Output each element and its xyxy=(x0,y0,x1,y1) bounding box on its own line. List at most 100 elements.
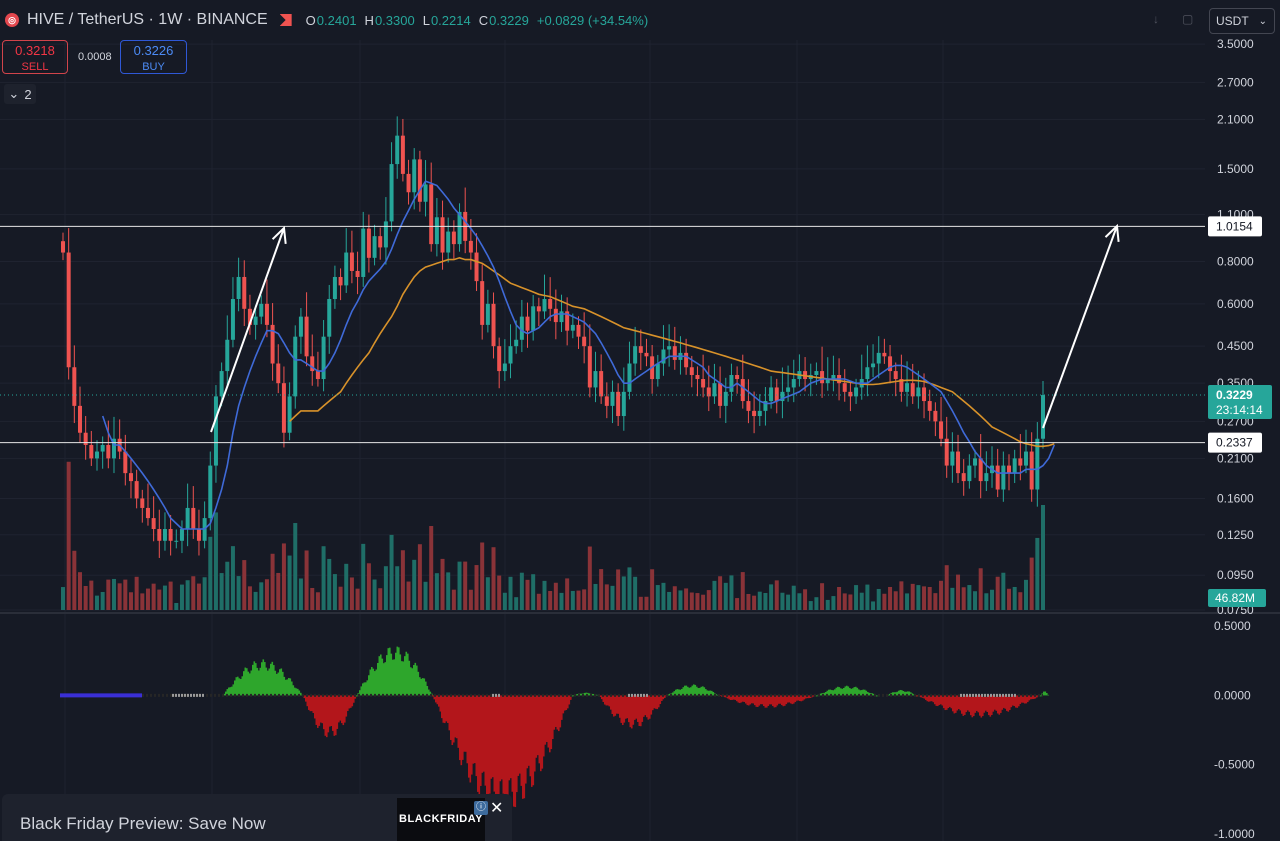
oscillator-bar xyxy=(350,695,352,708)
price-tick-label: 0.1600 xyxy=(1217,491,1254,505)
oscillator-bar xyxy=(976,695,978,711)
symbol-title[interactable]: HIVE / TetherUS · 1W · BINANCE xyxy=(27,11,268,28)
oscillator-bar xyxy=(776,695,779,706)
volume-bar xyxy=(610,585,615,610)
oscillator-bar xyxy=(1004,695,1007,709)
oscillator-bar xyxy=(1040,695,1042,697)
oscillator-bar xyxy=(584,692,586,696)
candle-body xyxy=(944,438,949,466)
volume-bar xyxy=(967,585,972,610)
oscillator-bar xyxy=(484,695,487,786)
sell-price: 0.3218 xyxy=(15,43,55,58)
oscillator-bar xyxy=(634,695,636,720)
oscillator-bar xyxy=(405,651,408,696)
arrow-down-icon[interactable]: ↓ xyxy=(1153,12,1159,26)
oscillator-bar xyxy=(952,695,954,712)
oscillator-bar xyxy=(997,695,999,714)
info-icon[interactable]: ⓘ xyxy=(474,801,488,815)
oscillator-bar xyxy=(383,663,385,696)
oscillator-bar xyxy=(835,687,838,696)
chevron-down-icon: ⌄ xyxy=(1258,15,1268,27)
volume-bar xyxy=(508,576,513,610)
oscillator-bar xyxy=(570,695,572,700)
oscillator-bar xyxy=(737,695,740,703)
oscillator-bar xyxy=(226,689,229,696)
volume-bar xyxy=(1007,588,1012,610)
oscillator-bar xyxy=(1036,695,1038,698)
oscillator-bar xyxy=(935,695,938,706)
oscillator-bar xyxy=(252,664,254,696)
oscillator-bar xyxy=(837,686,839,696)
close-icon[interactable]: ✕ xyxy=(490,800,504,817)
oscillator-bar xyxy=(953,695,956,714)
oscillator-bar xyxy=(244,667,247,696)
oscillator-bar xyxy=(841,688,844,696)
ohlc-high: H0.3300 xyxy=(365,13,415,28)
oscillator-bar xyxy=(745,695,747,704)
candle-body xyxy=(559,311,564,323)
flag-icon[interactable] xyxy=(279,14,292,26)
oscillator-bar xyxy=(861,690,863,696)
candle-body xyxy=(259,303,264,317)
volume-bar xyxy=(151,583,156,610)
candle-body xyxy=(236,276,241,299)
ohlc-high-value: 0.3300 xyxy=(374,12,415,28)
oscillator-bar xyxy=(761,695,764,705)
oscillator-bar xyxy=(596,694,598,696)
oscillator-bar xyxy=(339,695,342,721)
ad-banner[interactable]: Black Friday Preview: Save Now BLACKFRID… xyxy=(2,794,512,841)
volume-bar xyxy=(593,583,598,610)
oscillator-bar xyxy=(717,694,719,696)
oscillator-bar xyxy=(709,690,712,696)
oscillator-bar xyxy=(785,695,788,705)
oscillator-bar xyxy=(650,695,653,715)
candle-body xyxy=(718,383,723,406)
oscillator-bar xyxy=(911,693,914,696)
oscillator-bar xyxy=(959,695,962,711)
candle-body xyxy=(763,401,768,411)
oscillator-bar xyxy=(1009,695,1011,710)
candle-body xyxy=(967,465,972,482)
oscillator-bar xyxy=(823,692,826,696)
oscillator-bar xyxy=(799,695,801,702)
volume-bar xyxy=(695,593,700,610)
oscillator-bar xyxy=(348,695,351,709)
oscillator-bar xyxy=(734,695,737,700)
oscillator-bar xyxy=(755,695,758,707)
oscillator-bar xyxy=(840,688,842,696)
volume-bar xyxy=(978,568,983,610)
oscillator-bar xyxy=(1043,691,1045,696)
volume-bar xyxy=(621,576,626,610)
oscillator-bar xyxy=(749,695,752,705)
candle-body xyxy=(281,383,286,433)
sell-button[interactable]: 0.3218 SELL xyxy=(2,40,68,74)
indicators-collapse-button[interactable]: ⌄ 2 xyxy=(4,84,36,104)
volume-bar xyxy=(225,561,230,610)
candle-body xyxy=(355,270,360,277)
oscillator-bar xyxy=(413,665,415,696)
currency-select[interactable]: USDT ⌄ xyxy=(1209,8,1275,34)
oscillator-bar xyxy=(359,690,361,696)
oscillator-bar xyxy=(968,695,971,712)
oscillator-bar xyxy=(511,695,514,792)
ad-text[interactable]: Black Friday Preview: Save Now xyxy=(20,814,266,833)
oscillator-bar xyxy=(561,695,563,720)
candle-body xyxy=(876,352,881,364)
oscillator-bar xyxy=(534,695,536,772)
fullscreen-icon[interactable]: ▢ xyxy=(1182,12,1194,26)
oscillator-bar xyxy=(451,695,454,745)
candle-body xyxy=(820,371,825,384)
volume-bars xyxy=(61,461,1045,610)
oscillator-bar xyxy=(779,695,782,704)
oscillator-bar xyxy=(941,695,944,706)
oscillator-bar xyxy=(696,686,698,696)
buy-button[interactable]: 0.3226 BUY xyxy=(120,40,187,74)
candle-body xyxy=(480,281,485,325)
oscillator-bar xyxy=(626,695,629,719)
ad-image[interactable]: BLACKFRIDAY xyxy=(397,798,485,841)
candle-body xyxy=(372,236,377,258)
volume-bar xyxy=(446,572,451,610)
volume-bar xyxy=(712,580,717,610)
oscillator-bar xyxy=(481,695,484,773)
